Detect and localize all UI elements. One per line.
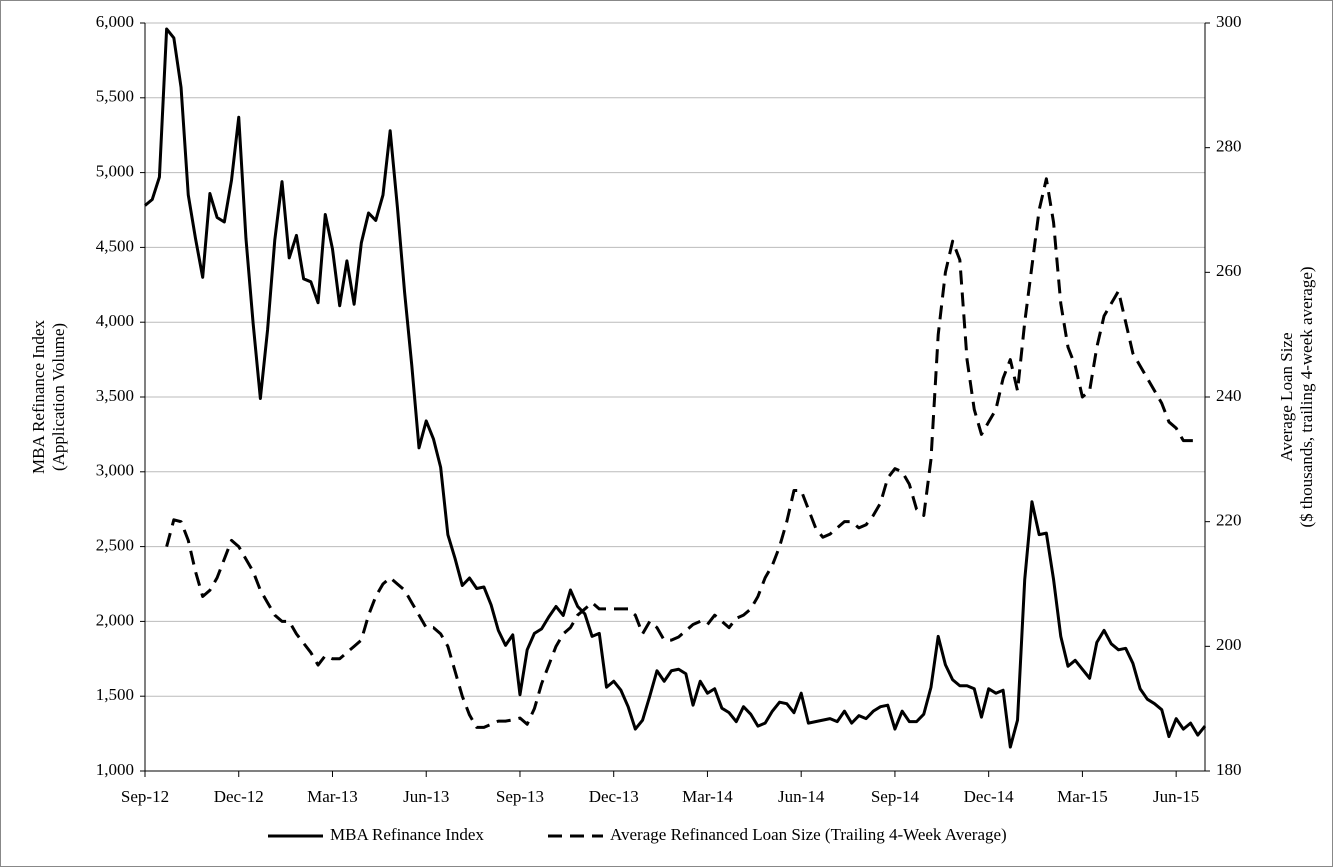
y-tick-label: 3,500	[96, 386, 134, 405]
x-tick-label: Dec-12	[214, 787, 264, 806]
x-tick-label: Dec-14	[964, 787, 1015, 806]
x-tick-label: Sep-13	[496, 787, 544, 806]
x-tick-label: Sep-14	[871, 787, 920, 806]
y2-axis-title: Average Loan Size	[1277, 332, 1296, 461]
x-tick-label: Mar-13	[307, 787, 358, 806]
y-tick-label: 3,000	[96, 461, 134, 480]
y-tick-label: 4,000	[96, 311, 134, 330]
y2-tick-label: 280	[1216, 137, 1242, 156]
y-tick-label: 1,000	[96, 760, 134, 779]
y2-tick-label: 180	[1216, 760, 1242, 779]
x-tick-label: Mar-15	[1057, 787, 1108, 806]
series-line	[165, 177, 1198, 729]
y2-tick-label: 300	[1216, 12, 1242, 31]
y2-axis-title: ($ thousands, trailing 4-week average)	[1297, 266, 1316, 527]
y-tick-label: 5,000	[96, 162, 134, 181]
y2-tick-label: 260	[1216, 261, 1242, 280]
y-tick-label: 6,000	[96, 12, 134, 31]
y2-tick-label: 200	[1216, 635, 1242, 654]
y-tick-label: 1,500	[96, 685, 134, 704]
x-tick-label: Dec-13	[589, 787, 639, 806]
x-tick-label: Jun-15	[1153, 787, 1199, 806]
y-tick-label: 4,500	[96, 236, 134, 255]
y-tick-label: 2,500	[96, 536, 134, 555]
x-tick-label: Jun-13	[403, 787, 449, 806]
x-tick-label: Jun-14	[778, 787, 825, 806]
y-tick-label: 2,000	[96, 610, 134, 629]
x-tick-label: Sep-12	[121, 787, 169, 806]
x-tick-label: Mar-14	[682, 787, 733, 806]
legend-label: MBA Refinance Index	[330, 825, 484, 844]
y-axis-title: (Application Volume)	[49, 323, 68, 471]
series-line	[144, 27, 1207, 749]
legend-label: Average Refinanced Loan Size (Trailing 4…	[610, 825, 1007, 844]
y-axis-title: MBA Refinance Index	[29, 320, 48, 474]
y-tick-label: 5,500	[96, 87, 134, 106]
y2-tick-label: 240	[1216, 386, 1242, 405]
y2-tick-label: 220	[1216, 511, 1242, 530]
